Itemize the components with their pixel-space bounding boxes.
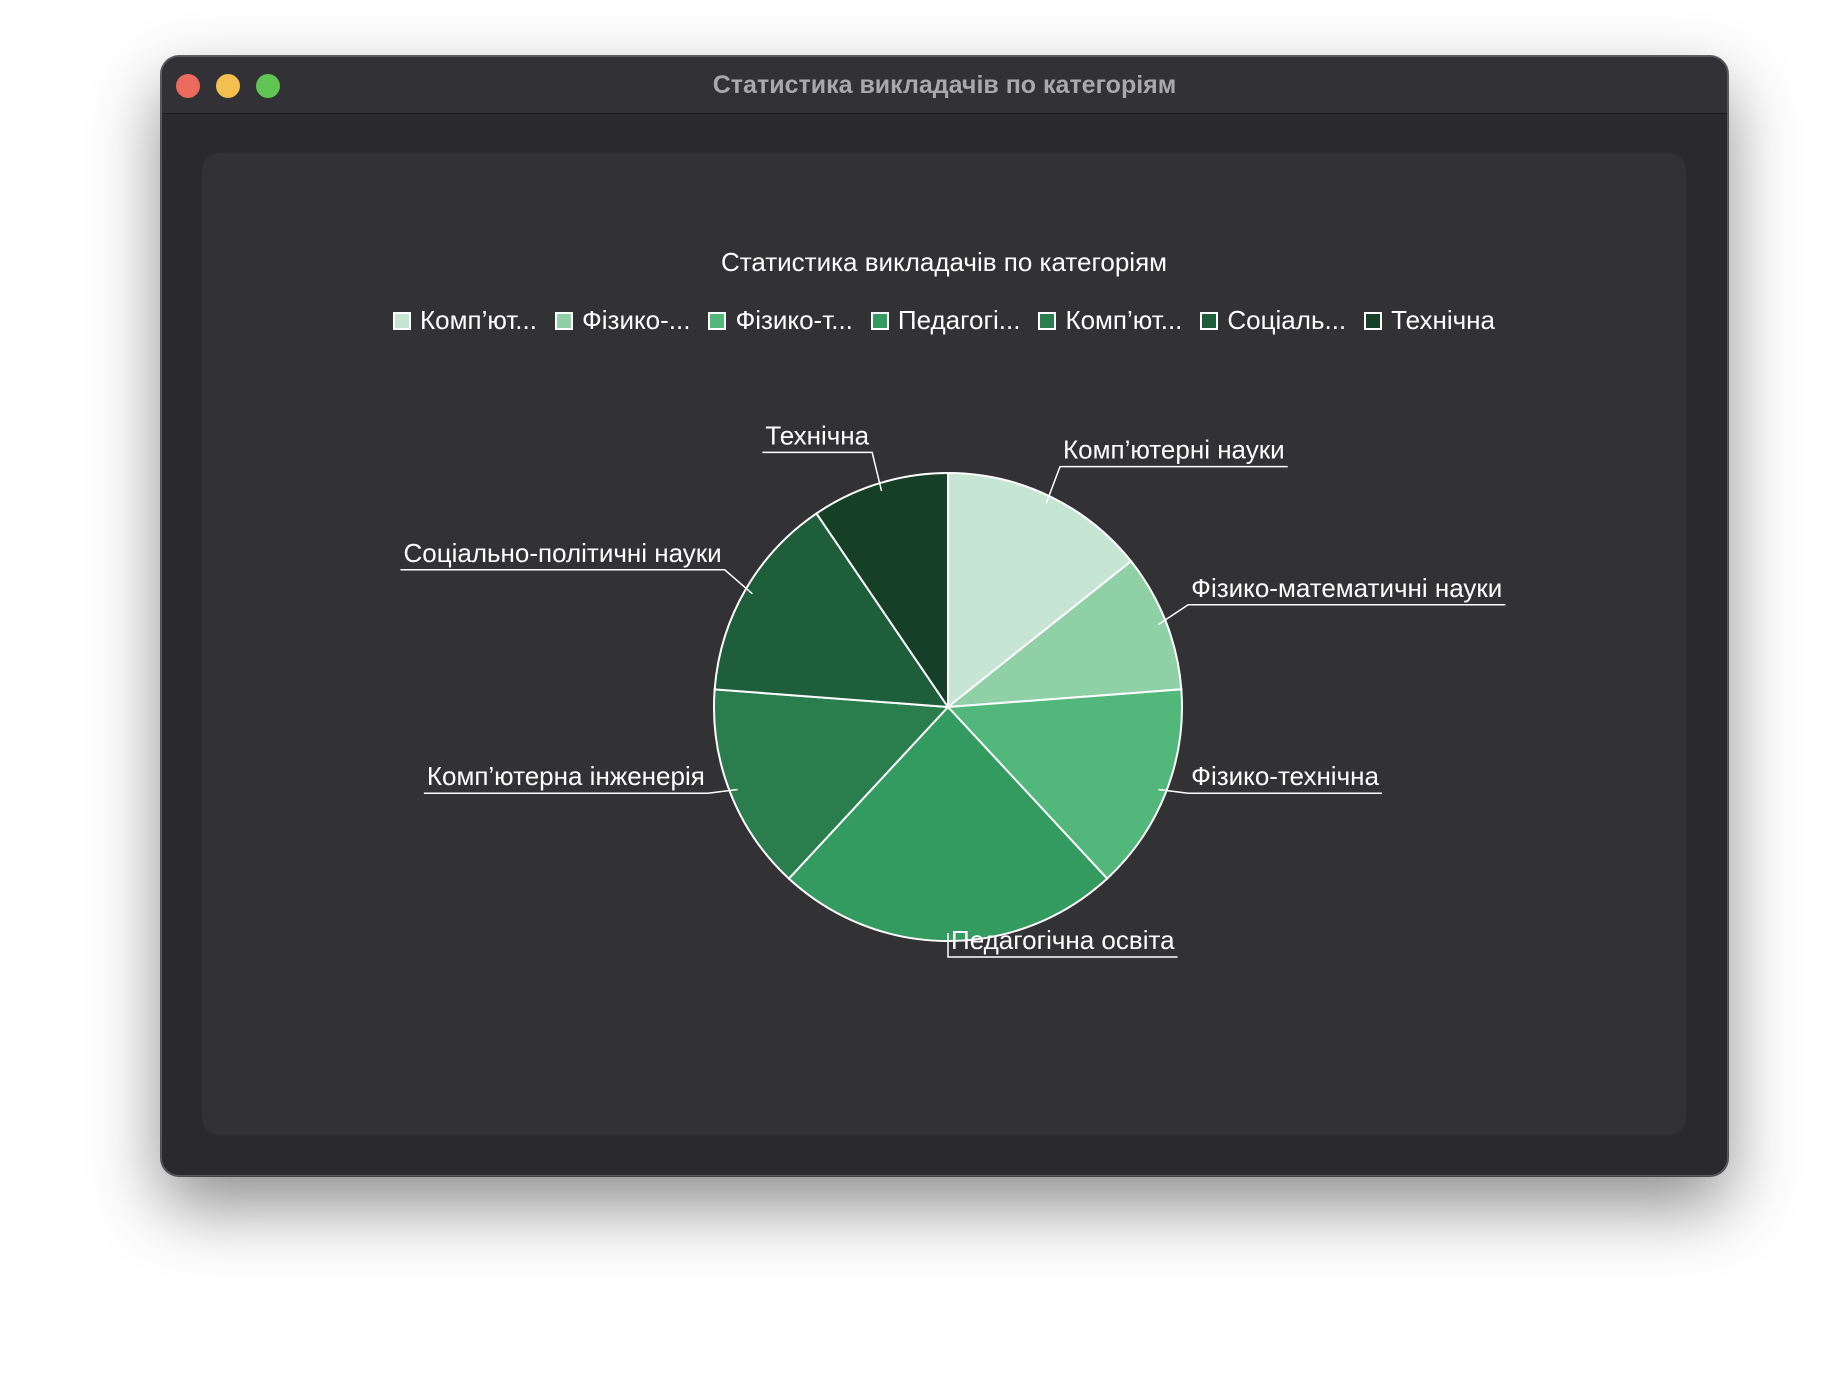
pie-chart: Комп’ютерні науки Фізико-математичні наук… <box>400 420 1506 958</box>
pie-slice-label: Соціально-політичні науки <box>403 538 721 568</box>
legend-swatch <box>870 311 889 330</box>
close-window-button[interactable] <box>176 74 200 98</box>
pie-slice-label: Технічна <box>765 420 869 450</box>
pie-slice[interactable] <box>944 559 1183 709</box>
legend-label: Фізико-т... <box>735 305 853 335</box>
legend-swatch <box>554 311 573 330</box>
label-leader-line <box>1157 604 1506 626</box>
chart-title: Статистика викладачів по категоріям <box>720 247 1168 277</box>
chart-panel: Статистика викладачів по категоріям Комп… <box>202 153 1686 1135</box>
label-leader-line <box>1158 788 1382 794</box>
legend-item[interactable]: Комп’ют... <box>1038 305 1182 336</box>
label-leader-line <box>400 569 753 595</box>
app-window: Статистика викладачів по категоріям Стат… <box>161 56 1728 1176</box>
legend-label: Соціаль... <box>1227 305 1347 335</box>
legend-item[interactable]: Педагогі... <box>870 305 1021 336</box>
legend-label: Педагогі... <box>897 305 1021 335</box>
label-leader-line <box>947 933 1178 958</box>
pie-slice[interactable] <box>713 688 951 880</box>
label-leader-line <box>423 788 738 794</box>
pie-slice-label: Фізико-технічна <box>1191 761 1379 791</box>
pie-slice[interactable] <box>945 688 1183 880</box>
pie-slice-label: Педагогічна освіта <box>951 925 1175 955</box>
legend-swatch <box>1200 311 1219 330</box>
window-title: Статистика викладачів по категоріям <box>712 71 1177 99</box>
legend-swatch <box>393 311 412 330</box>
label-leader-line <box>1045 465 1288 504</box>
legend-swatch <box>1364 311 1383 330</box>
chart-legend: Комп’ют... Фізико-... Фізико-т... Педагогі.… <box>202 305 1686 336</box>
legend-item[interactable]: Комп’ют... <box>393 305 537 336</box>
legend-item[interactable]: Соціаль... <box>1200 305 1346 336</box>
maximize-window-button[interactable] <box>256 74 280 98</box>
label-leader-line <box>762 451 883 492</box>
pie-slice-label: Комп’ютерні науки <box>1063 435 1285 465</box>
legend-item[interactable]: Фізико-... <box>554 305 691 336</box>
legend-swatch <box>1038 311 1057 330</box>
legend-swatch <box>708 311 727 330</box>
minimize-window-button[interactable] <box>216 74 240 98</box>
legend-label: Комп’ют... <box>420 305 537 335</box>
pie-slice-label: Комп’ютерна інженерія <box>427 761 705 791</box>
pie-slice-label: Фізико-математичні науки <box>1191 573 1502 603</box>
legend-label: Комп’ют... <box>1065 305 1183 335</box>
legend-label: Технічна <box>1391 305 1495 335</box>
legend-item[interactable]: Технічна <box>1364 305 1495 336</box>
pie-slice[interactable] <box>713 512 950 709</box>
title-bar: Статистика викладачів по категоріям <box>162 57 1727 114</box>
legend-item[interactable]: Фізико-т... <box>708 305 853 336</box>
legend-label: Фізико-... <box>581 305 691 335</box>
